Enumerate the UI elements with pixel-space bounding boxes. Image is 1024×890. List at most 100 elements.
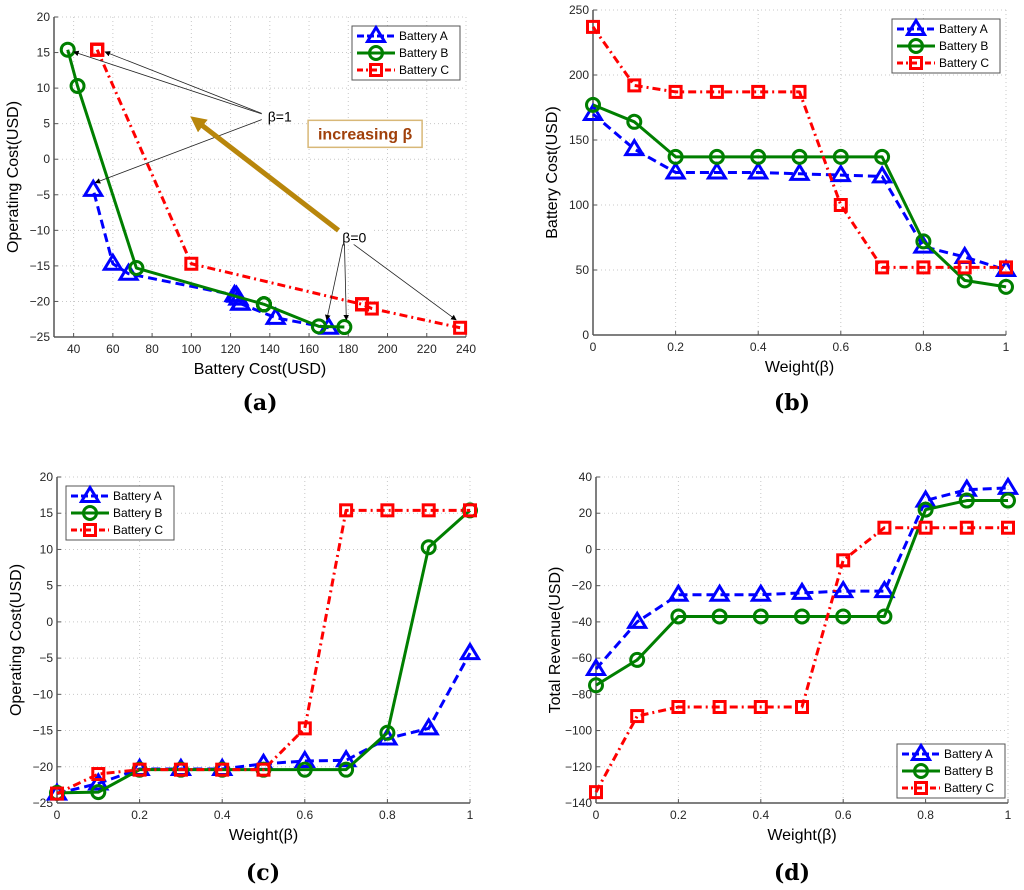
legend-marker-icon [908,38,924,54]
annotation-arrow-icon [73,50,270,117]
data-point [668,84,683,99]
y-tick-label: 15 [37,46,51,60]
x-tick-label: 0.4 [752,808,769,822]
data-point [310,318,327,335]
data-point [627,78,642,93]
x-tick-label: 240 [456,342,476,356]
x-tick-label: 0 [590,340,597,354]
legend: Battery A Battery B Battery C [65,484,175,541]
legend-label: Battery B [113,506,162,520]
data-point [87,772,110,791]
data-point [667,148,684,165]
x-tick-label: 0 [54,808,61,822]
legend-item: Battery A [897,17,988,37]
legend-label: Battery A [944,747,993,761]
y-tick-label: 200 [569,68,589,82]
data-point [59,41,76,58]
legend-item: Battery B [71,505,162,521]
legend-marker-icon [904,17,928,37]
x-tick-label: 80 [145,342,159,356]
annotation-bg [336,226,373,245]
y-tick-label: 0 [43,152,50,166]
data-point [750,148,767,165]
series-battery-a [82,178,340,335]
x-tick-label: 0.8 [379,808,396,822]
annotation-arrow-icon [344,237,457,321]
x-tick-label: 220 [417,342,437,356]
data-point [664,161,687,180]
data-point [184,256,199,271]
data-point [958,492,975,509]
data-point [69,77,86,94]
series-battery-b [59,41,353,336]
y-tick-label: 5 [43,117,50,131]
data-point [712,700,727,715]
y-tick-label: −40 [572,615,593,629]
x-tick-label: 0.6 [835,808,852,822]
legend-label: Battery C [944,781,994,795]
data-point [173,762,188,777]
subplot-b: 0 0.2 0.4 0.6 0.8 1 0 50 100 150 200 250 Weight(β) Ba… [544,3,1018,416]
data-point [336,319,353,336]
x-tick-label: 1 [1005,808,1012,822]
y-tick-label: −5 [39,651,53,665]
data-point [836,553,851,568]
data-point [833,198,848,212]
x-tick-label: 0.6 [296,808,313,822]
legend-item: Battery C [902,781,994,795]
x-tick-label: 60 [106,342,120,356]
annotation-arrow-icon [104,51,270,117]
series-battery-c [586,19,1013,275]
data-point [708,583,731,602]
data-point [671,700,686,715]
series-line [56,509,472,795]
x-tick-label: 120 [221,342,241,356]
legend-marker-icon [78,484,102,504]
series-battery-a [581,102,1018,278]
data-point [463,503,477,518]
data-point [749,583,772,602]
x-tick-label: 0.6 [832,340,849,354]
x-tick-label: 1 [467,808,474,822]
legend-item: Battery C [71,523,163,537]
data-point [708,148,725,165]
data-point [753,700,768,715]
data-point [581,102,605,122]
subplot-c: 0 0.2 0.4 0.6 0.8 1−25−20−15−10−505101520Weig… [8,470,482,886]
data-point [296,761,313,778]
y-tick-label: 250 [569,3,589,17]
series-line [595,499,1008,687]
data-point [917,501,934,518]
data-point [91,767,106,782]
annotation: increasing β [307,119,423,149]
data-point [874,148,891,165]
beta-annotation-label: β=0 [342,229,366,245]
data-point [293,749,316,769]
data-point [870,165,894,184]
data-point [379,724,396,741]
data-point [630,709,645,724]
y-tick-label: −120 [565,760,592,774]
y-tick-label: 150 [569,133,589,147]
y-tick-label: 20 [579,506,593,520]
legend: Battery A Battery B Battery C [896,742,1006,799]
data-point [918,520,933,535]
y-axis-label: Total Revenue(USD) [547,567,564,714]
y-tick-label: −80 [572,687,593,701]
annotation-box [307,119,423,149]
data-point [626,610,649,629]
y-axis-label: Operating Cost(USD) [8,564,25,716]
data-point [788,162,811,181]
data-point [832,579,855,599]
legend-item: Battery A [357,24,448,44]
data-point [795,700,809,715]
subplot-d: 0 0.2 0.4 0.6 0.8 1 −140 −120 −100 −80 −60 −40 −20 0 2… [547,470,1020,886]
legend-item: Battery C [897,56,989,70]
y-tick-label: 10 [40,542,54,556]
y-tick-label: 0 [582,328,589,342]
data-point [132,762,147,777]
legend-item: Battery B [902,763,993,779]
panel-label: (c) [246,860,280,886]
data-point [264,306,287,325]
